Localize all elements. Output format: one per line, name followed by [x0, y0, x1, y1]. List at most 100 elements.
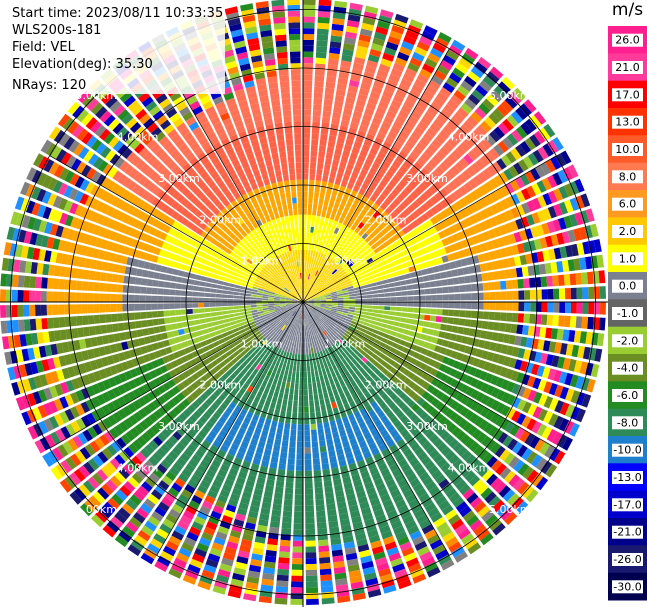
velocity-cell — [405, 155, 416, 165]
velocity-cell — [413, 417, 423, 427]
velocity-cell — [291, 310, 296, 316]
velocity-cell — [47, 450, 59, 464]
velocity-cell — [423, 415, 433, 425]
velocity-cell — [385, 478, 396, 488]
velocity-cell — [335, 490, 345, 498]
velocity-cell — [326, 317, 333, 323]
velocity-cell — [275, 385, 281, 393]
velocity-cell — [100, 324, 108, 334]
velocity-cell — [459, 284, 466, 293]
velocity-cell — [389, 311, 396, 316]
velocity-cell — [351, 171, 359, 179]
velocity-cell — [353, 270, 360, 275]
velocity-cell — [406, 260, 414, 267]
velocity-cell — [204, 292, 211, 298]
velocity-cell — [576, 392, 586, 406]
velocity-cell — [468, 178, 478, 190]
velocity-cell — [325, 403, 332, 410]
velocity-cell — [285, 364, 290, 371]
velocity-cell — [400, 285, 408, 291]
velocity-cell — [451, 149, 462, 160]
velocity-cell — [378, 568, 392, 577]
velocity-cell — [403, 418, 413, 428]
velocity-cell — [201, 270, 209, 277]
velocity-cell — [371, 353, 379, 360]
velocity-cell — [206, 322, 213, 328]
velocity-cell — [132, 399, 142, 410]
velocity-cell — [351, 68, 363, 77]
velocity-cell — [234, 418, 243, 427]
velocity-cell — [340, 231, 347, 238]
velocity-cell — [350, 581, 364, 590]
velocity-cell — [319, 307, 326, 311]
velocity-cell — [285, 298, 292, 301]
velocity-cell — [328, 390, 334, 398]
velocity-cell — [535, 302, 542, 312]
velocity-cell — [83, 480, 96, 493]
velocity-cell — [453, 89, 466, 102]
velocity-cell — [372, 305, 379, 310]
velocity-cell — [390, 266, 397, 273]
velocity-cell — [243, 527, 255, 536]
velocity-cell — [86, 349, 95, 360]
velocity-cell — [370, 401, 379, 409]
velocity-cell — [207, 343, 215, 350]
velocity-cell — [180, 422, 190, 432]
velocity-cell — [494, 365, 503, 376]
velocity-cell — [320, 404, 326, 412]
velocity-cell — [373, 405, 382, 414]
velocity-cell — [212, 352, 220, 360]
velocity-cell — [286, 405, 292, 413]
velocity-cell — [441, 173, 452, 184]
velocity-cell — [317, 288, 323, 293]
velocity-cell — [269, 461, 278, 469]
velocity-cell — [505, 280, 513, 290]
velocity-cell — [472, 428, 483, 440]
velocity-cell — [497, 432, 509, 444]
velocity-cell — [354, 289, 361, 294]
velocity-cell — [238, 502, 249, 511]
velocity-cell — [149, 335, 157, 343]
velocity-cell — [92, 454, 104, 467]
velocity-cell — [183, 327, 191, 334]
velocity-cell — [274, 334, 279, 340]
velocity-cell — [266, 544, 278, 552]
velocity-cell — [6, 226, 16, 241]
velocity-cell — [310, 412, 316, 419]
velocity-cell — [361, 273, 368, 279]
velocity-cell — [440, 430, 451, 441]
velocity-cell — [116, 313, 124, 322]
velocity-cell — [447, 253, 455, 262]
velocity-cell — [242, 343, 249, 350]
velocity-cell — [377, 313, 384, 319]
velocity-cell — [308, 197, 313, 204]
velocity-cell — [342, 289, 349, 294]
velocity-cell — [403, 329, 410, 336]
velocity-cell — [510, 268, 518, 278]
velocity-cell — [331, 321, 338, 326]
velocity-cell — [237, 364, 245, 372]
velocity-cell — [375, 556, 388, 566]
velocity-cell — [391, 271, 399, 277]
velocity-cell — [352, 318, 359, 323]
velocity-cell — [93, 282, 100, 292]
velocity-cell — [277, 313, 284, 318]
velocity-cell — [311, 127, 320, 134]
velocity-cell — [253, 395, 261, 404]
velocity-cell — [314, 276, 319, 283]
velocity-cell — [266, 437, 274, 445]
velocity-cell — [310, 150, 318, 157]
velocity-cell — [154, 420, 165, 431]
velocity-cell — [321, 283, 327, 289]
velocity-cell — [288, 370, 293, 377]
velocity-cell — [156, 256, 164, 265]
velocity-cell — [84, 338, 93, 348]
velocity-cell — [492, 108, 505, 121]
velocity-cell — [576, 302, 583, 314]
velocity-cell — [487, 271, 494, 281]
velocity-cell — [377, 380, 386, 388]
velocity-cell — [227, 343, 235, 350]
velocity-cell — [307, 342, 311, 349]
velocity-cell — [406, 223, 415, 232]
velocity-cell — [268, 376, 274, 384]
